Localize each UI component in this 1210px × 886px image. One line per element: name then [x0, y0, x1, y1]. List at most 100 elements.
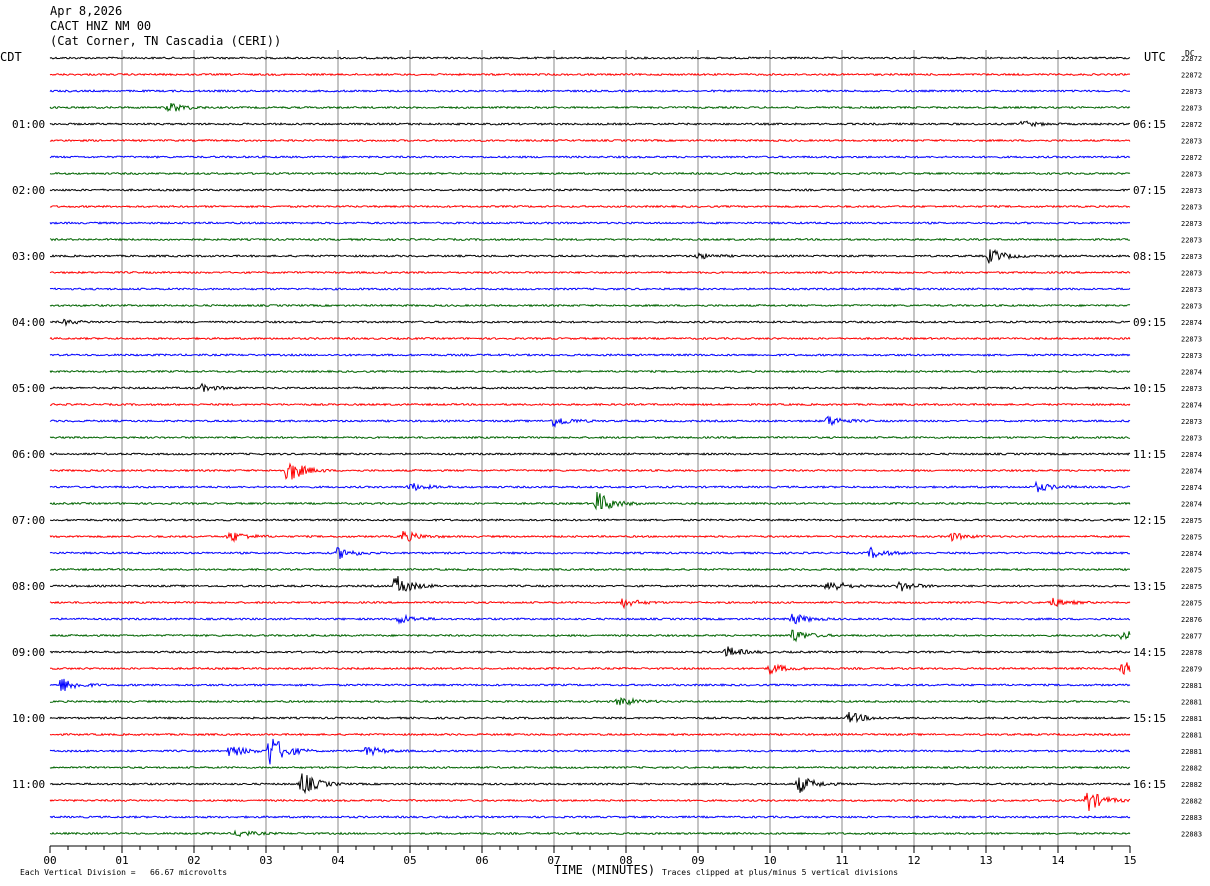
cdt-hour-label: 07:00: [12, 514, 45, 527]
trace-line: [49, 138, 1131, 143]
trace-line: [49, 171, 1131, 176]
utc-hour-label: 13:15: [1133, 580, 1166, 593]
x-tick-label: 07: [547, 854, 560, 867]
cdt-hour-label: 02:00: [12, 184, 45, 197]
dc-offset-label: 22882: [1181, 798, 1202, 806]
dc-offset-label: 22876: [1181, 616, 1202, 624]
dc-offset-label: 22877: [1181, 633, 1202, 641]
utc-hour-label: 16:15: [1133, 778, 1166, 791]
trace-line: [49, 678, 1131, 691]
dc-offset-label: 22873: [1181, 286, 1202, 294]
x-tick-label: 10: [763, 854, 776, 867]
dc-offset-label: 22873: [1181, 270, 1202, 278]
x-tick-label: 09: [691, 854, 704, 867]
trace-line: [49, 221, 1131, 225]
utc-hour-label: 11:15: [1133, 448, 1166, 461]
utc-hour-label: 09:15: [1133, 316, 1166, 329]
dc-offset-label: 22873: [1181, 138, 1202, 146]
trace-line: [49, 646, 1131, 657]
x-tick-label: 04: [331, 854, 345, 867]
dc-offset-label: 22881: [1181, 748, 1202, 756]
header-date: Apr 8,2026: [50, 4, 123, 18]
x-tick-label: 06: [475, 854, 488, 867]
cdt-hour-label: 04:00: [12, 316, 45, 329]
trace-line: [49, 567, 1130, 572]
dc-offset-label: 22873: [1181, 352, 1202, 360]
trace-line: [49, 369, 1131, 374]
x-tick-label: 00: [43, 854, 56, 867]
dc-offset-label: 22873: [1181, 418, 1202, 426]
trace-line: [49, 815, 1131, 819]
trace-line: [49, 287, 1131, 291]
trace-line: [49, 546, 1130, 559]
trace-line: [49, 452, 1131, 456]
dc-offset-label: 22872: [1181, 154, 1202, 162]
trace-line: [49, 491, 1131, 511]
dc-offset-label: 22873: [1181, 187, 1202, 195]
right-zone-label: UTC: [1144, 50, 1166, 64]
trace-line: [49, 72, 1131, 77]
dc-offset-label: 22873: [1181, 220, 1202, 228]
trace-line: [49, 270, 1131, 275]
dc-offset-label: 22874: [1181, 451, 1202, 459]
trace-line: [49, 402, 1131, 407]
utc-hour-label: 07:15: [1133, 184, 1166, 197]
dc-offset-label: 22872: [1181, 121, 1202, 129]
utc-hour-label: 12:15: [1133, 514, 1166, 527]
trace-line: [49, 462, 1131, 480]
trace-line: [49, 318, 1131, 327]
dc-offset-label: 22879: [1181, 666, 1202, 674]
trace-line: [49, 613, 1131, 625]
trace-line: [49, 102, 1131, 113]
dc-offset-label: 22875: [1181, 583, 1202, 591]
dc-offset-label: 22881: [1181, 715, 1202, 723]
trace-line: [49, 155, 1131, 159]
cdt-hour-label: 11:00: [12, 778, 45, 791]
trace-line: [49, 188, 1130, 192]
trace-line: [49, 712, 1131, 724]
utc-hour-label: 08:15: [1133, 250, 1166, 263]
x-tick-label: 13: [979, 854, 992, 867]
dc-offset-label: 22878: [1181, 649, 1202, 657]
dc-offset-label: 22874: [1181, 484, 1202, 492]
dc-offset-label: 22873: [1181, 204, 1202, 212]
x-tick-label: 14: [1051, 854, 1065, 867]
dc-offset-label: 22874: [1181, 550, 1202, 558]
x-tick-label: 08: [619, 854, 632, 867]
trace-line: [49, 204, 1131, 209]
utc-hour-label: 15:15: [1133, 712, 1166, 725]
cdt-hour-label: 05:00: [12, 382, 45, 395]
dc-offset-label: 22883: [1181, 814, 1202, 822]
header-station: CACT HNZ NM 00: [50, 19, 152, 33]
trace-line: [49, 662, 1131, 676]
trace-line: [49, 696, 1131, 707]
dc-offset-label: 22881: [1181, 732, 1202, 740]
x-tick-label: 05: [403, 854, 416, 867]
x-tick-label: 11: [835, 854, 848, 867]
trace-line: [49, 829, 1131, 838]
x-tick-label: 15: [1123, 854, 1136, 867]
dc-offset-label: 22872: [1181, 72, 1202, 80]
dc-offset-label: 22873: [1181, 237, 1202, 245]
cdt-hour-label: 08:00: [12, 580, 45, 593]
trace-line: [49, 120, 1131, 128]
trace-line: [49, 738, 1130, 765]
trace-line: [49, 732, 1131, 737]
utc-hour-label: 14:15: [1133, 646, 1166, 659]
dc-offset-label: 22873: [1181, 303, 1202, 311]
cdt-hour-label: 09:00: [12, 646, 45, 659]
trace-line: [49, 56, 1131, 60]
trace-line: [49, 765, 1131, 770]
dc-offset-label: 22882: [1181, 781, 1202, 789]
trace-line: [49, 576, 1131, 592]
trace-line: [50, 248, 1131, 264]
dc-offset-label: 22873: [1181, 253, 1202, 261]
trace-line: [49, 415, 1131, 428]
dc-offset-label: 22874: [1181, 501, 1202, 509]
dc-label: DC: [1185, 49, 1195, 58]
x-tick-label: 01: [115, 854, 128, 867]
dc-offset-label: 22874: [1181, 319, 1202, 327]
division-note: Each Vertical Division = 66.67 microvolt…: [20, 868, 228, 877]
dc-offset-label: 22875: [1181, 534, 1202, 542]
